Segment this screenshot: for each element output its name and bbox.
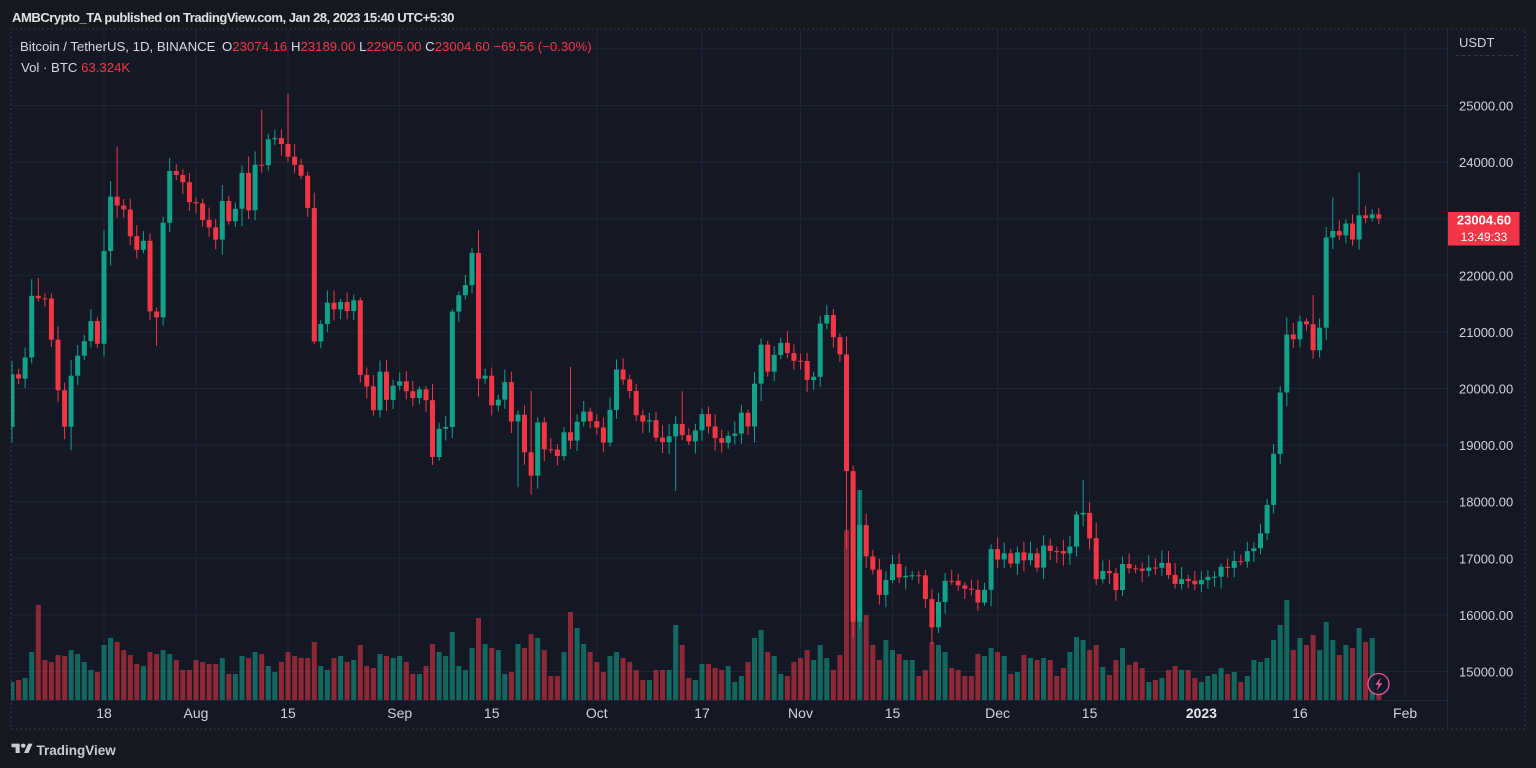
- svg-text:15: 15: [484, 705, 500, 721]
- svg-text:25000.00: 25000.00: [1459, 99, 1513, 114]
- svg-text:17000.00: 17000.00: [1459, 551, 1513, 566]
- svg-text:USDT: USDT: [1459, 35, 1494, 50]
- svg-text:22000.00: 22000.00: [1459, 268, 1513, 283]
- svg-text:24000.00: 24000.00: [1459, 155, 1513, 170]
- svg-text:16: 16: [1292, 705, 1308, 721]
- svg-text:15000.00: 15000.00: [1459, 665, 1513, 680]
- svg-text:15: 15: [280, 705, 296, 721]
- svg-text:Aug: Aug: [184, 705, 209, 721]
- svg-text:Bitcoin / TetherUS, 1D, BINANC: Bitcoin / TetherUS, 1D, BINANCE: [20, 39, 216, 54]
- svg-text:Vol · BTC 63.324K: Vol · BTC 63.324K: [21, 60, 130, 75]
- svg-text:19000.00: 19000.00: [1459, 438, 1513, 453]
- svg-text:17: 17: [694, 705, 710, 721]
- svg-text:AMBCrypto_TA published on Trad: AMBCrypto_TA published on TradingView.co…: [12, 10, 454, 25]
- svg-text:Feb: Feb: [1393, 705, 1417, 721]
- svg-text:18000.00: 18000.00: [1459, 495, 1513, 510]
- svg-text:TradingView: TradingView: [37, 743, 117, 758]
- svg-text:21000.00: 21000.00: [1459, 325, 1513, 340]
- svg-text:20000.00: 20000.00: [1459, 382, 1513, 397]
- svg-text:18: 18: [96, 705, 112, 721]
- svg-text:13:49:33: 13:49:33: [1461, 230, 1508, 244]
- svg-text:Sep: Sep: [387, 705, 412, 721]
- svg-text:Nov: Nov: [788, 705, 813, 721]
- svg-text:O23074.16 H23189.00 L22905.0: O23074.16 H23189.00 L22905.00 C23004.60 …: [222, 39, 592, 54]
- svg-text:Dec: Dec: [985, 705, 1010, 721]
- svg-text:15: 15: [885, 705, 901, 721]
- svg-text:16000.00: 16000.00: [1459, 608, 1513, 623]
- svg-text:2023: 2023: [1186, 705, 1217, 721]
- svg-text:15: 15: [1082, 705, 1098, 721]
- svg-text:Oct: Oct: [586, 705, 608, 721]
- svg-text:23004.60: 23004.60: [1457, 213, 1511, 228]
